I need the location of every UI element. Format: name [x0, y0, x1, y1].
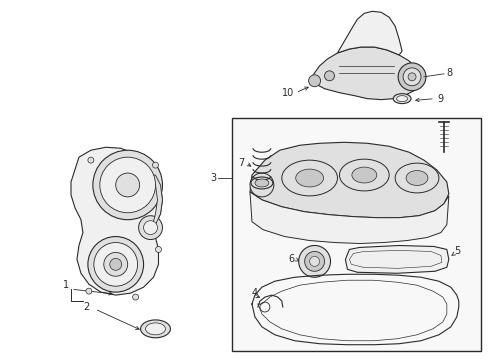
Polygon shape: [150, 175, 163, 225]
Text: 9: 9: [437, 94, 443, 104]
Circle shape: [310, 256, 319, 266]
Circle shape: [144, 221, 157, 235]
Circle shape: [250, 173, 274, 197]
Circle shape: [305, 251, 324, 271]
Circle shape: [139, 216, 163, 239]
Ellipse shape: [395, 163, 439, 193]
Circle shape: [86, 288, 92, 294]
Circle shape: [299, 246, 331, 277]
Ellipse shape: [282, 160, 338, 196]
Circle shape: [309, 75, 320, 87]
Bar: [232, 118, 481, 351]
Circle shape: [408, 73, 416, 81]
Circle shape: [324, 71, 335, 81]
Polygon shape: [338, 11, 402, 55]
Text: 1: 1: [63, 280, 69, 290]
Ellipse shape: [141, 320, 171, 338]
Ellipse shape: [255, 179, 269, 187]
Circle shape: [403, 68, 421, 86]
Circle shape: [155, 247, 162, 252]
Circle shape: [104, 252, 128, 276]
Ellipse shape: [406, 171, 428, 185]
Ellipse shape: [251, 177, 273, 189]
Text: 6: 6: [289, 255, 294, 264]
Circle shape: [116, 173, 140, 197]
Text: 4: 4: [252, 288, 258, 298]
Circle shape: [94, 243, 138, 286]
Ellipse shape: [340, 159, 389, 191]
Polygon shape: [310, 47, 421, 100]
Text: 2: 2: [83, 302, 89, 312]
Text: 8: 8: [447, 68, 453, 78]
Polygon shape: [250, 142, 449, 218]
Circle shape: [398, 63, 426, 91]
Circle shape: [110, 258, 122, 270]
Circle shape: [88, 157, 94, 163]
Polygon shape: [345, 246, 449, 273]
Text: 3: 3: [210, 173, 216, 183]
Text: 10: 10: [281, 88, 294, 98]
Circle shape: [93, 150, 163, 220]
Ellipse shape: [295, 169, 323, 187]
Text: 5: 5: [454, 247, 460, 256]
Polygon shape: [71, 147, 163, 295]
Circle shape: [152, 162, 158, 168]
Circle shape: [133, 294, 139, 300]
Ellipse shape: [146, 323, 166, 335]
Text: 7: 7: [238, 158, 244, 168]
Circle shape: [100, 157, 155, 213]
Circle shape: [88, 237, 144, 292]
Polygon shape: [250, 192, 449, 243]
Ellipse shape: [396, 96, 408, 102]
Ellipse shape: [393, 94, 411, 104]
Ellipse shape: [352, 167, 377, 183]
